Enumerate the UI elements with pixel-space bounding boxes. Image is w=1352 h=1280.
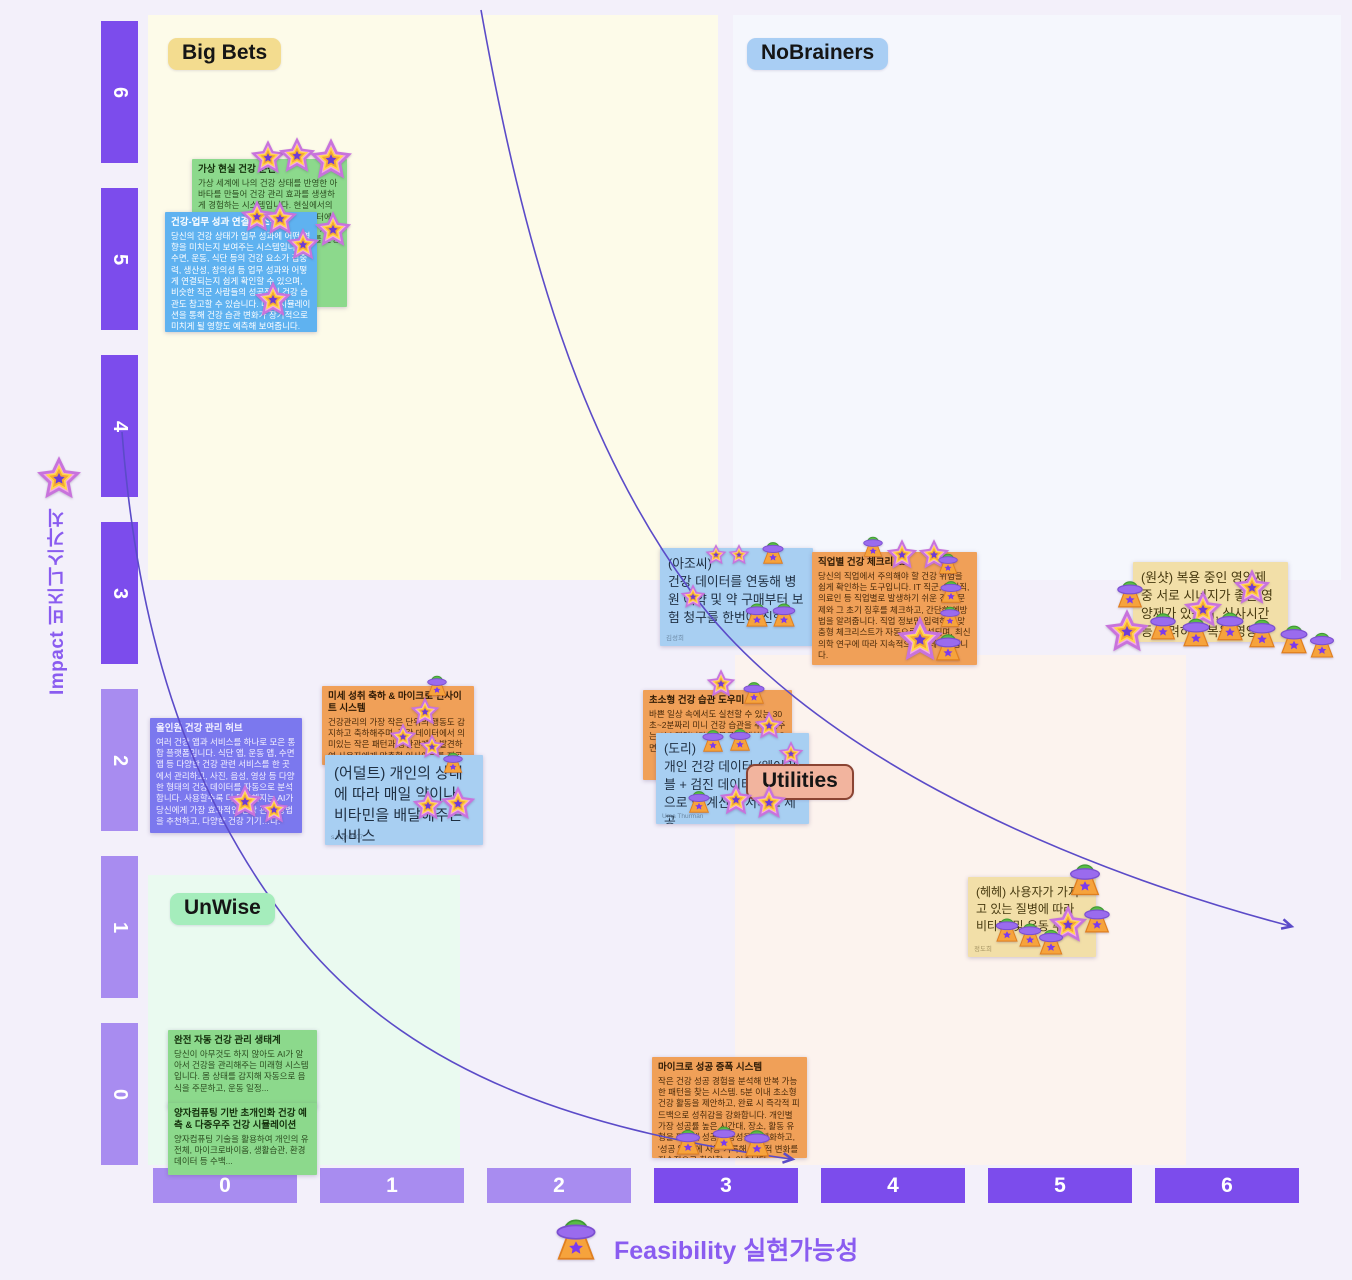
- ufo-icon[interactable]: [1178, 612, 1214, 648]
- ufo-icon[interactable]: [440, 748, 466, 774]
- star-icon[interactable]: [440, 786, 476, 822]
- ufo-icon[interactable]: [709, 1121, 739, 1151]
- star-icon[interactable]: [705, 544, 727, 566]
- ufo-icon[interactable]: [769, 598, 799, 628]
- x-axis-block-3: 3: [654, 1168, 798, 1203]
- ufo-icon[interactable]: [699, 725, 727, 753]
- chip-big-bets[interactable]: Big Bets: [168, 38, 282, 70]
- ufo-icon[interactable]: [672, 1124, 704, 1156]
- star-icon[interactable]: [286, 228, 320, 262]
- star-icon[interactable]: [1104, 609, 1150, 655]
- y-tick-label: 0: [109, 1088, 131, 1100]
- sticky-quantum-simulation[interactable]: 양자컴퓨팅 기반 초개인화 건강 예측 & 다중우주 건강 시뮬레이션 양자컴퓨…: [168, 1103, 317, 1175]
- star-icon[interactable]: [778, 741, 804, 767]
- y-axis-legend: Impact 비즈니스가치: [47, 508, 68, 696]
- star-icon[interactable]: [751, 785, 787, 821]
- ufo-icon[interactable]: [740, 1124, 774, 1158]
- star-icon[interactable]: [254, 281, 292, 319]
- star-icon[interactable]: [1233, 569, 1271, 607]
- ufo-icon[interactable]: [726, 724, 754, 752]
- ufo-icon[interactable]: [937, 576, 965, 604]
- x-axis-block-2: 2: [487, 1168, 631, 1203]
- star-icon[interactable]: [680, 584, 706, 610]
- y-axis-block-6: 6: [101, 21, 138, 163]
- y-tick-label: 5: [109, 253, 131, 265]
- ufo-icon[interactable]: [1146, 607, 1180, 641]
- star-icon[interactable]: [728, 544, 750, 566]
- ufo-icon[interactable]: [685, 786, 713, 814]
- y-axis-block-5: 5: [101, 188, 138, 330]
- x-axis-block-6: 6: [1155, 1168, 1299, 1203]
- y-tick-label: 2: [109, 754, 131, 766]
- ufo-icon[interactable]: [424, 671, 450, 697]
- y-axis-block-3: 3: [101, 522, 138, 664]
- ufo-icon[interactable]: [1080, 900, 1114, 934]
- y-tick-label: 1: [109, 921, 131, 933]
- ufo-icon[interactable]: [860, 532, 886, 558]
- ufo-icon[interactable]: [1113, 575, 1147, 609]
- star-icon[interactable]: [389, 723, 417, 751]
- x-axis-block-1: 1: [320, 1168, 464, 1203]
- quadrant-nobrainers: [733, 15, 1341, 580]
- sticky-health-work-link[interactable]: 건강-업무 성과 연결 시스템 당신의 건강 상태가 업무 성과에 어떤 영향을…: [165, 212, 317, 332]
- ufo-icon[interactable]: [1065, 857, 1105, 897]
- star-icon[interactable]: [309, 138, 353, 182]
- y-axis-block-2: 2: [101, 689, 138, 831]
- star-icon[interactable]: [706, 669, 736, 699]
- chip-unwise[interactable]: UnWise: [170, 893, 275, 925]
- star-icon[interactable]: [227, 784, 263, 820]
- y-tick-label: 3: [109, 587, 131, 599]
- ufo-icon[interactable]: [1306, 627, 1338, 659]
- chip-nobrainers[interactable]: NoBrainers: [747, 38, 889, 70]
- ufo-icon[interactable]: [742, 598, 772, 628]
- ufo-icon[interactable]: [1212, 606, 1248, 642]
- y-axis-block-1: 1: [101, 856, 138, 998]
- ufo-icon[interactable]: [1244, 613, 1280, 649]
- y-tick-label: 4: [109, 420, 131, 432]
- star-icon[interactable]: [886, 539, 918, 571]
- star-icon[interactable]: [719, 783, 753, 817]
- feasibility-legend-ufo-icon: [550, 1210, 602, 1262]
- y-axis-block-4: 4: [101, 355, 138, 497]
- star-icon[interactable]: [259, 795, 289, 825]
- ufo-icon[interactable]: [759, 537, 787, 565]
- ufo-icon[interactable]: [1035, 924, 1067, 956]
- ufo-icon[interactable]: [937, 602, 963, 628]
- y-tick-label: 6: [109, 86, 131, 98]
- ufo-icon[interactable]: [931, 628, 965, 662]
- impact-legend-star-icon: [36, 456, 82, 502]
- ufo-icon[interactable]: [740, 677, 768, 705]
- ufo-icon[interactable]: [935, 549, 961, 575]
- star-icon[interactable]: [754, 711, 784, 741]
- x-axis-legend: Feasibility 실현가능성: [614, 1237, 859, 1265]
- x-axis-block-4: 4: [821, 1168, 965, 1203]
- sticky-full-auto-ecosystem[interactable]: 완전 자동 건강 관리 생태계 당신이 아무것도 하지 않아도 AI가 알아서 …: [168, 1030, 317, 1108]
- y-axis-block-0: 0: [101, 1023, 138, 1165]
- x-axis-block-5: 5: [988, 1168, 1132, 1203]
